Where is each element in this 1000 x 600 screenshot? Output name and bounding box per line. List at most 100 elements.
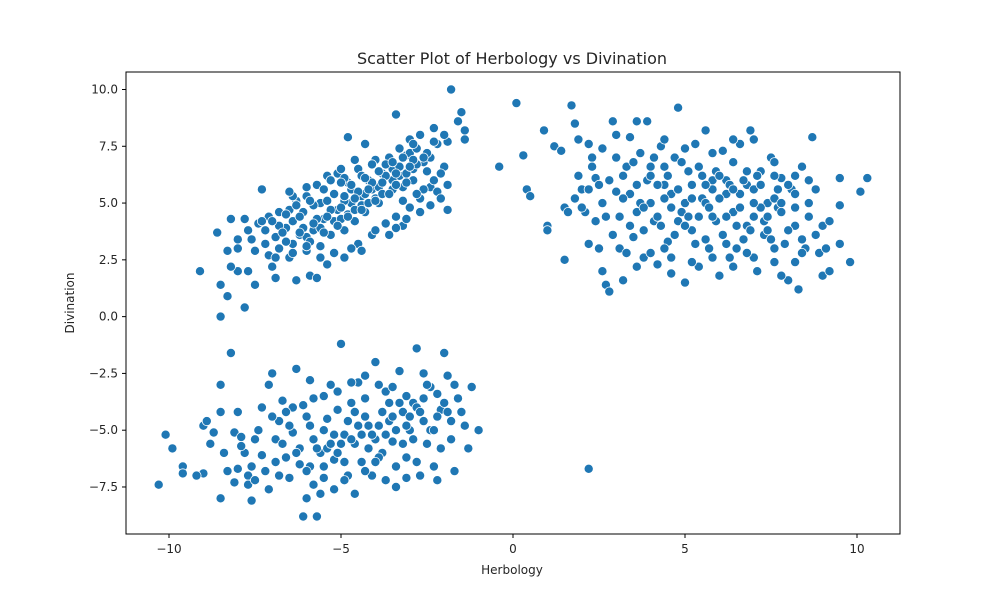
scatter-point: [834, 173, 845, 184]
scatter-point: [783, 179, 794, 190]
scatter-point: [201, 416, 212, 427]
scatter-point: [449, 379, 460, 390]
scatter-point: [573, 134, 584, 145]
scatter-point: [449, 466, 460, 477]
scatter-point: [731, 243, 742, 254]
chart-title: Scatter Plot of Herbology vs Divination: [357, 49, 667, 68]
scatter-point: [539, 125, 550, 136]
scatter-point: [638, 252, 649, 263]
x-tick-label: 5: [681, 542, 689, 556]
scatter-point: [256, 402, 267, 413]
scatter-point: [769, 257, 780, 268]
scatter-point: [676, 157, 687, 168]
scatter-point: [793, 284, 804, 295]
scatter-point: [576, 202, 587, 213]
scatter-point: [428, 175, 439, 186]
scatter-point: [542, 225, 553, 236]
scatter-point: [360, 173, 371, 184]
scatter-point: [597, 198, 608, 209]
scatter-point: [807, 132, 818, 143]
scatter-point: [329, 484, 340, 495]
scatter-point: [748, 184, 759, 195]
scatter-point: [573, 170, 584, 181]
y-axis-ticks: −7.5 −5.0 −2.5 0.0 2.5 5.0 7.5 10.0: [89, 82, 126, 494]
scatter-point: [673, 102, 684, 113]
scatter-point: [274, 470, 285, 481]
scatter-point: [301, 493, 312, 504]
scatter-point: [724, 252, 735, 263]
scatter-point: [824, 266, 835, 277]
y-tick-label: −7.5: [89, 480, 118, 494]
scatter-point: [797, 247, 808, 258]
scatter-point: [411, 343, 422, 354]
scatter-point: [659, 161, 670, 172]
scatter-point: [315, 252, 326, 263]
scatter-point: [790, 202, 801, 213]
scatter-point: [298, 511, 309, 522]
scatter-point: [583, 463, 594, 474]
scatter-point: [215, 379, 226, 390]
scatter-point: [452, 393, 463, 404]
scatter-point: [418, 152, 429, 163]
x-tick-label: −10: [156, 542, 181, 556]
scatter-point: [322, 195, 333, 206]
scatter-point: [549, 141, 560, 152]
scatter-point: [308, 218, 319, 229]
scatter-point: [810, 184, 821, 195]
scatter-point: [652, 211, 663, 222]
scatter-point: [631, 261, 642, 272]
scatter-point: [704, 202, 715, 213]
scatter-point: [390, 109, 401, 120]
scatter-point: [583, 138, 594, 149]
scatter-point: [680, 198, 691, 209]
scatter-point: [311, 443, 322, 454]
scatter-point: [525, 191, 536, 202]
scatter-point: [401, 420, 412, 431]
scatter-point: [817, 270, 828, 281]
scatter-point: [387, 411, 398, 422]
scatter-point: [373, 420, 384, 431]
scatter-point: [803, 175, 814, 186]
scatter-point: [232, 463, 243, 474]
scatter-point: [397, 406, 408, 417]
scatter-point: [332, 404, 343, 415]
scatter-point: [294, 459, 305, 470]
scatter-point: [625, 220, 636, 231]
scatter-point: [318, 425, 329, 436]
scatter-point: [721, 238, 732, 249]
scatter-point: [249, 434, 260, 445]
scatter-point: [779, 238, 790, 249]
scatter-point: [404, 202, 415, 213]
x-tick-label: −5: [332, 542, 350, 556]
scatter-point: [191, 470, 202, 481]
scatter-point: [415, 207, 426, 218]
scatter-point: [797, 161, 808, 172]
scatter-point: [456, 406, 467, 417]
scatter-point: [810, 229, 821, 240]
scatter-point: [373, 166, 384, 177]
scatter-point: [249, 279, 260, 290]
scatter-point: [697, 170, 708, 181]
scatter-point: [304, 195, 315, 206]
scatter-point: [318, 391, 329, 402]
scatter-point: [556, 145, 567, 156]
scatter-point: [315, 488, 326, 499]
scatter-point: [418, 368, 429, 379]
scatter-point: [390, 425, 401, 436]
scatter-point: [394, 366, 405, 377]
scatter-point: [728, 157, 739, 168]
scatter-point: [597, 266, 608, 277]
scatter-point: [267, 368, 278, 379]
scatter-point: [404, 411, 415, 422]
scatter-point: [322, 413, 333, 424]
scatter-point: [284, 472, 295, 483]
scatter-point: [342, 211, 353, 222]
scatter-point: [363, 420, 374, 431]
scatter-point: [511, 98, 522, 109]
scatter-point: [463, 443, 474, 454]
scatter-point: [762, 225, 773, 236]
scatter-point: [377, 406, 388, 417]
scatter-point: [384, 229, 395, 240]
scatter-point: [769, 193, 780, 204]
